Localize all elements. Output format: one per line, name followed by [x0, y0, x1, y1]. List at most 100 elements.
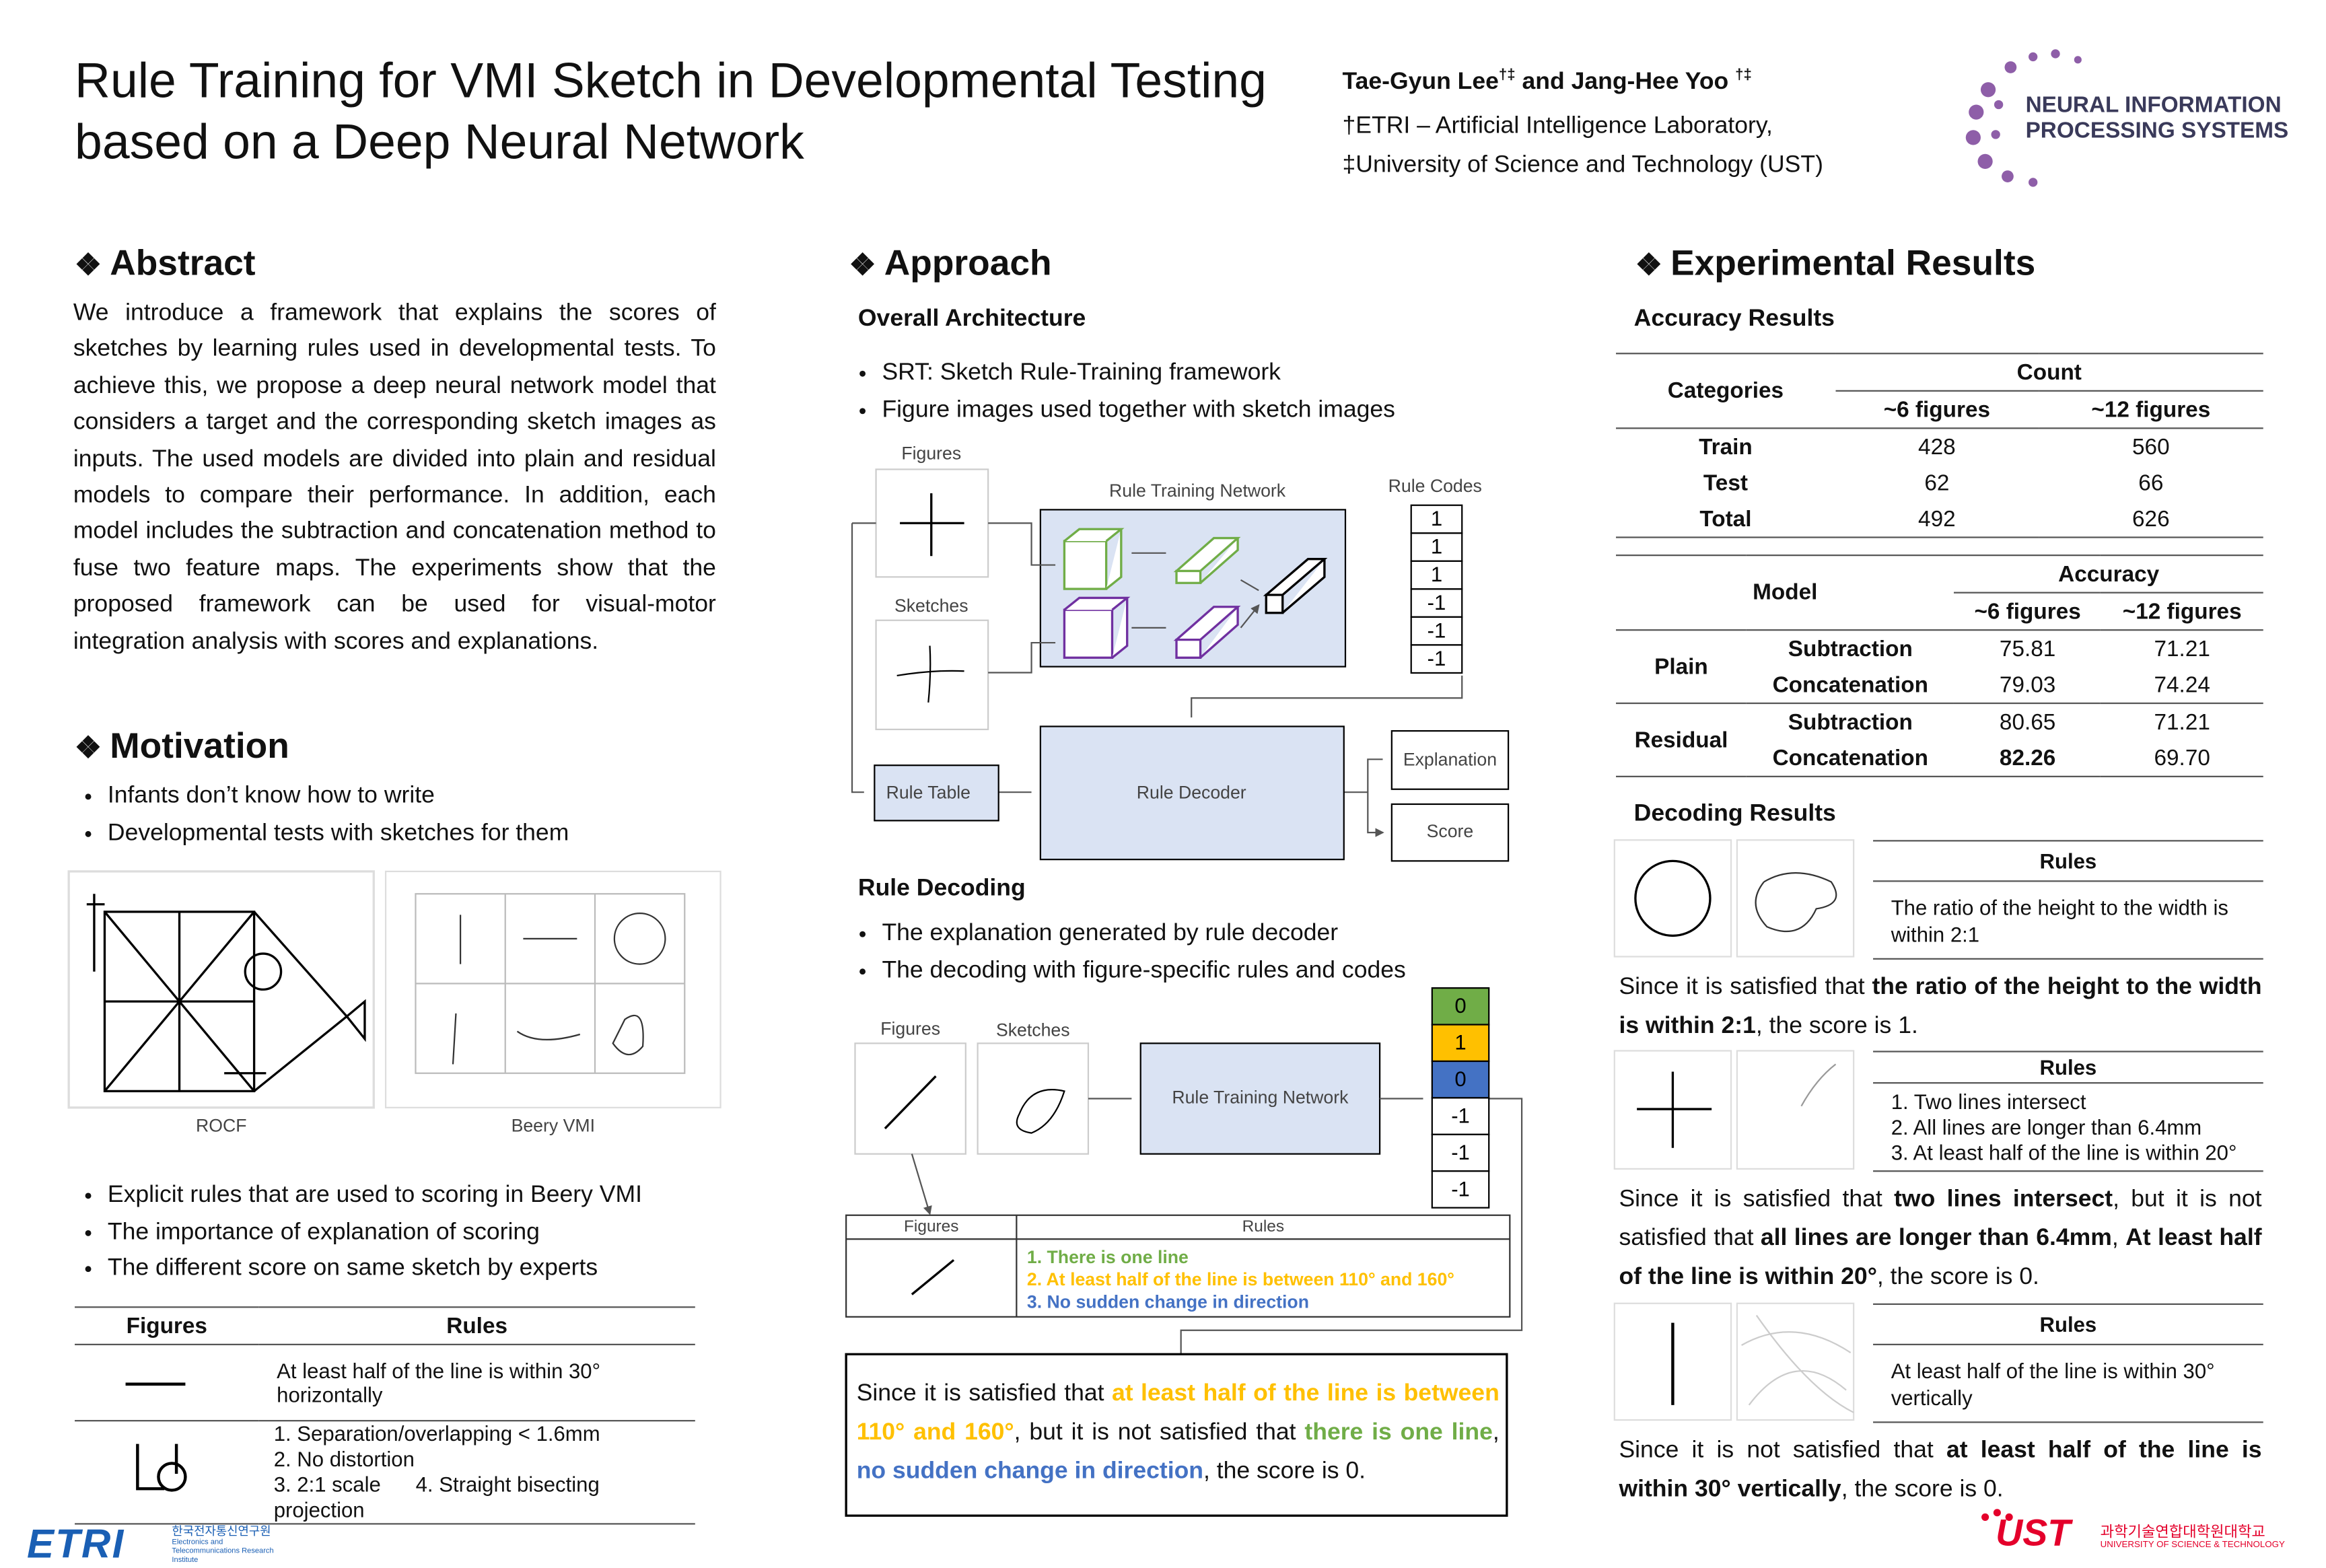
table-row: Test 62 66	[1616, 465, 2263, 501]
rule: 2. All lines are longer than 6.4mm	[1891, 1114, 2202, 1139]
section-heading: Experimental Results	[1635, 244, 2035, 285]
table-cell: Train	[1699, 434, 1753, 460]
code-value: -1	[1428, 591, 1446, 614]
text-segment: , but it is not satisfied that	[1014, 1420, 1305, 1446]
diagram-label: Rule Training Network	[1109, 480, 1286, 501]
table-row: Total 492 626	[1616, 501, 2263, 537]
code-cell	[1410, 560, 1463, 590]
section-heading: Approach	[849, 244, 1052, 285]
bullet: SRT: Sketch Rule-Training framework	[882, 356, 1395, 392]
affiliation: ‡University of Science and Technology (U…	[1342, 152, 1823, 178]
bullet-list: Infants don’t know how to writeDevelopme…	[75, 779, 569, 852]
text-segment: Since it is satisfied that	[1619, 1186, 1895, 1213]
table-cell: 626	[2132, 505, 2170, 532]
code-cell	[1410, 588, 1463, 618]
rule: 1. Two lines intersect	[1891, 1090, 2086, 1114]
author-marks: †‡	[1498, 67, 1516, 84]
text-segment: At least half of the line is within 20°	[1619, 1225, 2262, 1290]
rules-table: Figures Rules At least half of the line i…	[75, 1306, 695, 1525]
table-cell: Concatenation	[1772, 745, 1929, 771]
title-line: based on a Deep Neural Network	[75, 113, 804, 169]
group-cell: Residual	[1634, 727, 1728, 753]
text-segment: the ratio of the height to the width is …	[1619, 974, 2262, 1039]
table-cell: 66	[2138, 470, 2164, 496]
rules-header: Rules	[1873, 1053, 2263, 1084]
case-explanation: Since it is satisfied that the ratio of …	[1619, 968, 2261, 1046]
rule: 3. At least half of the line is within 2…	[1891, 1140, 2237, 1165]
code-value: -1	[1451, 1177, 1470, 1201]
rule: 2. At least half of the line is between …	[1026, 1269, 1454, 1290]
title-line: Rule Training for VMI Sketch in Developm…	[75, 52, 1267, 108]
text-segment: all lines are longer than 6.4mm	[1760, 1225, 2112, 1252]
ust-text: 과학기술연합대학원대학교 UNIVERSITY OF SCIENCE & TECH…	[2101, 1525, 2285, 1552]
header-cell: Model	[1616, 555, 1954, 631]
table-row: Train 428 560	[1616, 428, 2263, 464]
logo-text: NEURAL INFORMATION	[2025, 92, 2282, 118]
table-cell: 62	[1924, 470, 1950, 496]
header-cell: Categories	[1616, 353, 1835, 429]
header-cell: Accuracy	[1954, 555, 2263, 594]
subheading: Rule Decoding	[857, 876, 1026, 902]
table-cell: 74.24	[2154, 672, 2210, 698]
text-segment: Since it is satisfied that	[856, 1381, 1112, 1407]
header-cell: Rules	[1242, 1218, 1285, 1236]
header-cell: Count	[1835, 353, 2263, 392]
rules-box: Rules At least half of the line is within…	[1873, 1303, 2263, 1423]
image-caption: ROCF	[195, 1114, 247, 1137]
affiliations: †ETRI – Artificial Intelligence Laborato…	[1343, 108, 1823, 185]
bullet-list: The explanation generated by rule decode…	[849, 917, 1405, 990]
text-segment: Since it is satisfied that	[1619, 974, 1872, 1000]
code-value: 1	[1431, 507, 1442, 530]
text-segment: at least half of the line is between 110…	[856, 1381, 1500, 1446]
logo-text: 과학기술연합대학원대학교	[2100, 1524, 2265, 1541]
bullet: Explicit rules that are used to scoring …	[108, 1178, 642, 1214]
bullet: The different score on same sketch by ex…	[108, 1251, 642, 1287]
bullet-list: Explicit rules that are used to scoring …	[75, 1178, 642, 1287]
rules-list: 1. There is one line 2. At least half of …	[1027, 1246, 1454, 1314]
bullet: Infants don’t know how to write	[108, 779, 569, 815]
code-value: 1	[1431, 535, 1442, 559]
code-cell	[1431, 1024, 1490, 1063]
table-cell: Concatenation	[1772, 672, 1929, 698]
conclusion: Since it is satisfied that at least half…	[857, 1375, 1500, 1491]
rule-codes: 1 1 1 -1 -1 -1	[1410, 504, 1463, 674]
table-cell: 80.65	[1999, 709, 2056, 735]
rule: At least half of the line is within 30° …	[1891, 1358, 2215, 1410]
nips-logo	[1965, 49, 2082, 187]
text-segment: no sudden change in direction	[856, 1458, 1204, 1485]
header-cell: ~12 figures	[2091, 396, 2211, 423]
rules-header: Rules	[1873, 1305, 2263, 1345]
rule-text: 2. No distortion	[273, 1447, 415, 1471]
table-cell: 79.03	[1999, 672, 2056, 698]
table-cell: 75.81	[1999, 636, 2056, 662]
header-cell: ~6 figures	[1883, 396, 1991, 423]
affiliation: †ETRI – Artificial Intelligence Laborato…	[1342, 113, 1773, 139]
section-heading: Abstract	[75, 244, 255, 285]
bullet: The decoding with figure-specific rules …	[882, 953, 1405, 989]
author-marks: †‡	[1735, 67, 1752, 84]
header-cell: Figures	[126, 1313, 207, 1339]
etri-logo: ETRI	[26, 1522, 125, 1567]
diagram-label: Rule Decoder	[1137, 782, 1246, 802]
text-segment: , the score is 1.	[1755, 1013, 1918, 1039]
bullet: The importance of explanation of scoring	[108, 1215, 642, 1251]
rule-text: 4. Straight bisecting projection	[273, 1472, 600, 1522]
author: Tae-Gyun Lee	[1342, 69, 1499, 95]
table-cell: 428	[1918, 434, 1956, 460]
logo-text: 한국전자통신연구원	[172, 1524, 271, 1538]
rule: The ratio of the height to the width is …	[1891, 895, 2229, 946]
table-row: Concatenation 82.26 69.70	[1616, 740, 2263, 776]
header-cell: Figures	[904, 1218, 959, 1236]
bullet: Developmental tests with sketches for th…	[108, 816, 569, 852]
code-value: 1	[1454, 1031, 1466, 1055]
diagram-label: Sketches	[996, 1020, 1070, 1040]
code-cell	[1431, 1060, 1490, 1099]
case-explanation: Since it is satisfied that two lines int…	[1619, 1181, 2261, 1297]
rule: 3. No sudden change in direction	[1026, 1291, 1310, 1313]
etri-text: 한국전자통신연구원 Electronics and Telecommunicati…	[172, 1526, 284, 1565]
table-cell: 71.21	[2154, 636, 2210, 662]
decoding-images	[1613, 839, 1855, 1421]
conference-logo: NEURAL INFORMATION PROCESSING SYSTEMS	[2026, 93, 2289, 144]
text-segment: at least half of the line is within 30° …	[1619, 1437, 2262, 1503]
code-cell	[1431, 1170, 1490, 1209]
